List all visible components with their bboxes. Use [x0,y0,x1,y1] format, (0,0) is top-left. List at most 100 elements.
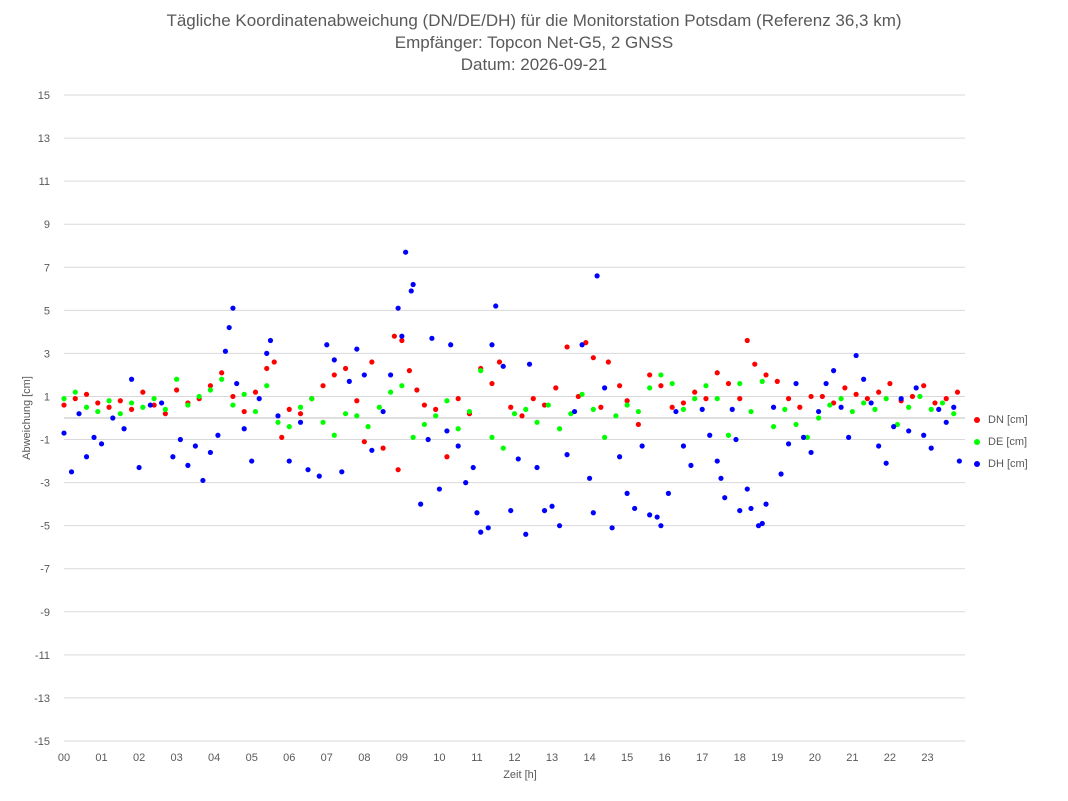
data-point [140,404,146,410]
x-tick-label: 10 [433,752,445,764]
data-point [331,432,337,438]
data-point [590,510,596,516]
data-point [617,383,623,389]
data-point [309,396,315,402]
data-point [117,398,123,404]
data-point [921,432,927,438]
data-point [297,419,304,425]
data-point [177,436,183,443]
data-point [785,396,792,402]
y-tick-label: -13 [34,693,50,705]
x-tick-label: 20 [809,752,821,764]
x-tick-label: 01 [95,752,107,764]
data-point [722,495,728,501]
data-point [448,342,454,348]
x-tick-label: 09 [396,752,408,764]
x-tick-label: 16 [659,752,671,764]
data-point [654,514,660,520]
y-tick-label: 5 [44,305,50,317]
data-point [556,426,563,432]
data-point [868,400,874,406]
data-point [76,411,82,417]
data-point [793,421,799,428]
data-point [429,335,435,341]
y-tick-label: 1 [44,391,50,403]
data-point [658,523,664,529]
data-point [234,380,240,387]
data-point [380,408,386,415]
data-point [861,400,867,406]
data-point [489,380,495,387]
data-point [819,393,825,400]
data-point [883,460,889,466]
data-point [725,432,732,438]
data-point [72,389,78,395]
data-point [853,352,859,359]
y-tick-label: -11 [35,650,50,662]
data-point [699,406,705,412]
data-point [936,406,942,412]
data-point [714,370,720,376]
data-point [83,391,90,397]
data-point [718,475,724,481]
data-point [215,432,221,438]
data-point [876,389,882,395]
data-points [61,249,962,537]
x-tick-label: 13 [546,752,558,764]
data-point [320,419,326,425]
data-point [613,413,619,419]
data-point [733,436,739,443]
data-point [891,424,897,430]
data-point [831,368,837,374]
legend: DN [cm] DE [cm] DH [cm] [974,409,1028,475]
data-point [849,408,855,415]
data-point [744,337,750,344]
x-tick-label: 14 [583,752,595,764]
data-point [680,400,687,406]
data-point [665,490,672,496]
data-point [361,372,367,378]
y-tick-label: 7 [44,262,50,274]
data-point [106,398,112,404]
data-point [369,447,375,453]
data-point [436,486,443,492]
data-point [219,370,225,376]
data-point [286,406,292,412]
data-point [110,415,116,421]
y-tick-label: -1 [40,435,50,447]
data-point [598,404,604,410]
data-point [275,413,281,419]
data-point [624,490,630,496]
data-point [534,464,540,471]
data-point [95,400,101,406]
data-point [361,439,367,445]
data-point [748,505,754,512]
data-point [579,342,585,348]
data-point [174,376,180,382]
data-point [759,520,765,527]
data-point [530,396,536,402]
x-tick-label: 12 [508,752,520,764]
data-point [549,503,555,509]
grid-lines [64,94,965,742]
data-point [808,393,814,400]
data-point [380,445,386,451]
data-point [151,402,157,408]
data-point [354,413,360,419]
data-point [797,404,803,410]
x-tick-label: 07 [321,752,333,764]
data-point [474,510,480,516]
x-tick-label: 23 [921,752,933,764]
data-point [207,387,214,393]
data-point [943,419,949,425]
data-point [61,430,67,436]
x-tick-label: 02 [133,752,145,764]
data-point [489,342,495,348]
data-point [399,333,405,339]
data-point [688,462,694,468]
data-point [594,273,600,279]
data-point [639,443,645,449]
data-point [883,396,889,402]
data-point [264,383,270,389]
data-point [763,501,769,507]
